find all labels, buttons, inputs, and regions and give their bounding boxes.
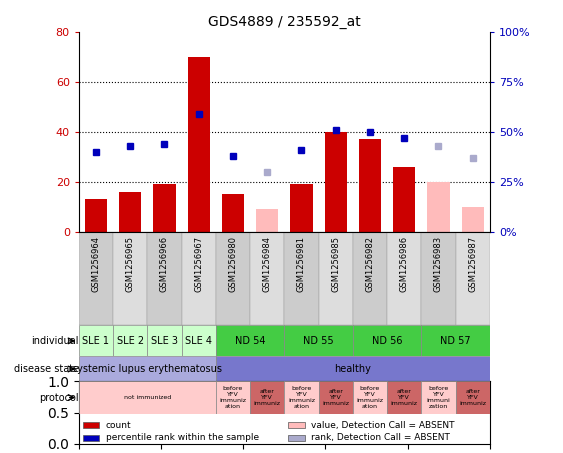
Text: GSM1256984: GSM1256984 [263, 236, 272, 292]
Bar [421, 325, 490, 357]
Text: GSM1256965: GSM1256965 [126, 236, 135, 292]
Bar [148, 231, 181, 325]
Text: after
YFV
immuniz: after YFV immuniz [459, 389, 486, 406]
Text: SLE 1: SLE 1 [82, 336, 109, 346]
Text: SLE 3: SLE 3 [151, 336, 178, 346]
Text: percentile rank within the sample: percentile rank within the sample [105, 433, 258, 442]
Text: ND 56: ND 56 [372, 336, 403, 346]
Bar [187, 57, 210, 231]
Bar [216, 325, 284, 357]
Text: GSM1256987: GSM1256987 [468, 236, 477, 292]
Bar [324, 132, 347, 231]
Text: GSM1256966: GSM1256966 [160, 236, 169, 292]
Text: GSM1256983: GSM1256983 [434, 236, 443, 292]
Bar [288, 435, 305, 441]
Text: GSM1256980: GSM1256980 [229, 236, 238, 292]
Text: protocol: protocol [39, 393, 79, 403]
Bar [79, 357, 216, 381]
Bar [181, 231, 216, 325]
Bar [256, 209, 278, 231]
Bar [455, 381, 490, 414]
Text: ND 57: ND 57 [440, 336, 471, 346]
Text: individual: individual [32, 336, 79, 346]
Bar [284, 325, 353, 357]
Bar [153, 184, 176, 231]
Text: value, Detection Call = ABSENT: value, Detection Call = ABSENT [311, 421, 454, 430]
Bar [83, 423, 100, 429]
Text: disease state: disease state [14, 364, 79, 374]
Bar [427, 182, 450, 231]
Text: before
YFV
immuniz
ation: before YFV immuniz ation [288, 386, 315, 409]
Bar [216, 231, 250, 325]
Bar [353, 381, 387, 414]
Bar [85, 199, 107, 231]
Bar [181, 325, 216, 357]
Bar [421, 231, 455, 325]
Bar [393, 167, 415, 231]
Text: GSM1256986: GSM1256986 [400, 236, 409, 292]
Bar [113, 325, 148, 357]
Bar [216, 381, 250, 414]
Text: ND 54: ND 54 [235, 336, 265, 346]
Bar [119, 192, 141, 231]
Text: not immunized: not immunized [124, 395, 171, 400]
Text: GSM1256982: GSM1256982 [365, 236, 374, 292]
Bar [148, 325, 181, 357]
Text: after
YFV
immuniz: after YFV immuniz [322, 389, 349, 406]
Bar [113, 231, 148, 325]
Text: ND 55: ND 55 [303, 336, 334, 346]
Bar [288, 423, 305, 429]
Bar [353, 325, 421, 357]
Bar [387, 231, 421, 325]
Text: GSM1256981: GSM1256981 [297, 236, 306, 292]
Text: before
YFV
immuniz
ation: before YFV immuniz ation [356, 386, 383, 409]
Bar [353, 231, 387, 325]
Text: before
YFV
immuniz
ation: before YFV immuniz ation [220, 386, 247, 409]
Bar [284, 231, 319, 325]
Text: after
YFV
immuniz: after YFV immuniz [254, 389, 281, 406]
Bar [455, 231, 490, 325]
Bar [216, 357, 490, 381]
Bar [284, 381, 319, 414]
Text: rank, Detection Call = ABSENT: rank, Detection Call = ABSENT [311, 433, 450, 442]
Text: healthy: healthy [334, 364, 371, 374]
Bar [462, 207, 484, 231]
Title: GDS4889 / 235592_at: GDS4889 / 235592_at [208, 15, 361, 29]
Text: GSM1256964: GSM1256964 [91, 236, 100, 292]
Text: systemic lupus erythematosus: systemic lupus erythematosus [72, 364, 222, 374]
Bar [250, 231, 284, 325]
Text: SLE 4: SLE 4 [185, 336, 212, 346]
Text: count: count [105, 421, 131, 430]
Text: after
YFV
immuniz: after YFV immuniz [391, 389, 418, 406]
Bar [319, 381, 353, 414]
Bar [222, 194, 244, 231]
Bar [291, 184, 312, 231]
Bar [79, 381, 216, 414]
Bar [250, 381, 284, 414]
Text: before
YFV
immuni
zation: before YFV immuni zation [427, 386, 450, 409]
Bar [83, 435, 100, 441]
Bar [421, 381, 455, 414]
Bar [319, 231, 353, 325]
Bar [79, 325, 113, 357]
Text: GSM1256967: GSM1256967 [194, 236, 203, 292]
Bar [359, 139, 381, 231]
Text: GSM1256985: GSM1256985 [331, 236, 340, 292]
Bar [79, 231, 113, 325]
Bar [387, 381, 421, 414]
Text: SLE 2: SLE 2 [117, 336, 144, 346]
